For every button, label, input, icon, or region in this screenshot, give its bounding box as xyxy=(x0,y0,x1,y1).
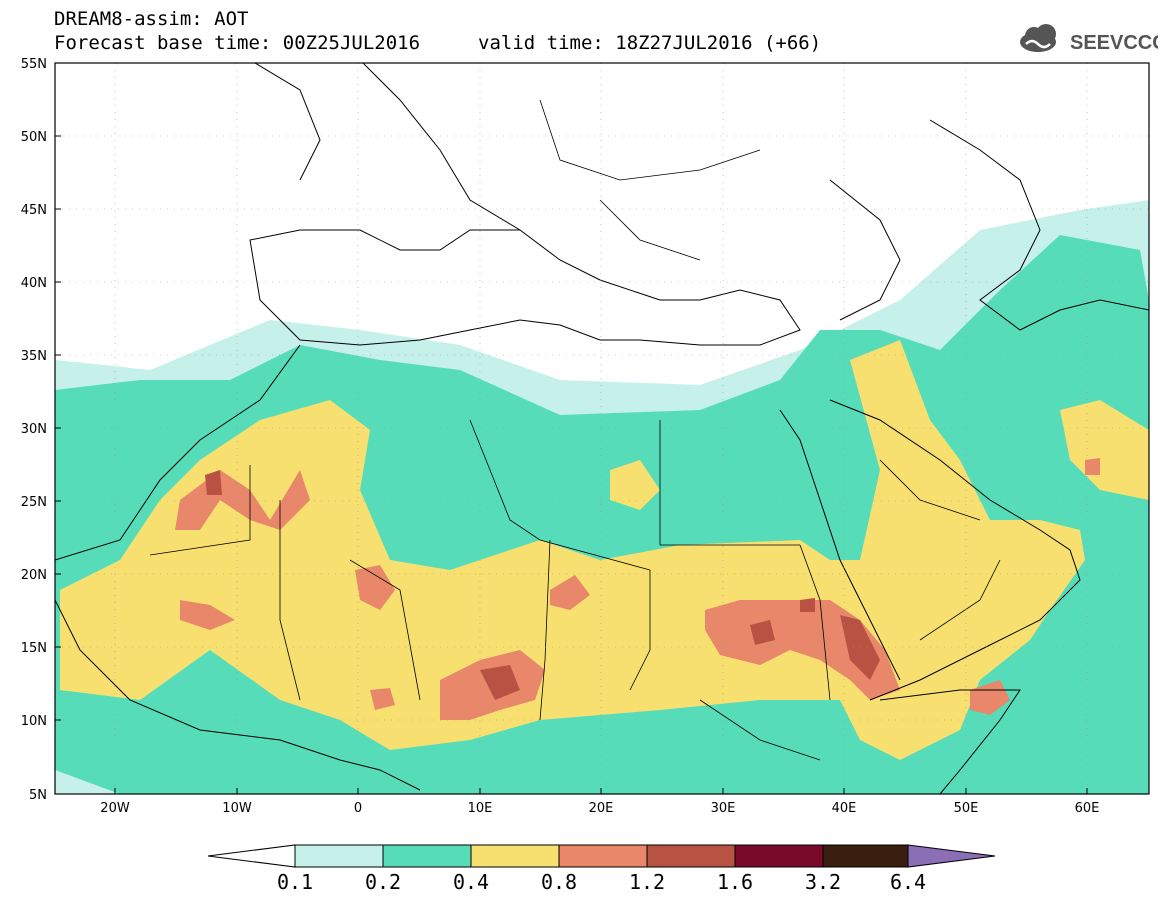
aot-fields xyxy=(55,63,1149,794)
aot-band-0.8 xyxy=(355,565,395,610)
colorbar-label: 0.8 xyxy=(540,870,578,894)
lat-tick-label: 40N xyxy=(21,276,47,291)
colorbar-label: 0.2 xyxy=(364,870,402,894)
colorbar-swatch xyxy=(558,844,648,868)
colorbar-label: 6.4 xyxy=(889,870,927,894)
aot-band-0.8 xyxy=(370,688,395,710)
seevccc-logo: SEEVCCC xyxy=(1018,20,1165,58)
lat-tick-label: 30N xyxy=(21,422,47,437)
colorbar-label: 1.2 xyxy=(628,870,666,894)
lat-tick-label: 10N xyxy=(21,714,47,729)
forecast-base-time: Forecast base time: 00Z25JUL2016 xyxy=(54,32,421,54)
aot-band-1.2 xyxy=(205,470,222,495)
aot-band-1.2 xyxy=(480,665,520,700)
lon-tick-label: 20E xyxy=(589,801,614,816)
lat-tick-label: 5N xyxy=(29,788,47,803)
colorbar-low-arrow xyxy=(207,844,296,868)
colorbar-swatch xyxy=(822,844,909,868)
lon-tick-label: 40E xyxy=(832,801,857,816)
logo-text: SEEVCCC xyxy=(1070,32,1158,54)
lat-tick-label: 50N xyxy=(21,130,47,145)
map-title: DREAM8-assim: AOT xyxy=(54,8,249,30)
colorbar-swatch xyxy=(294,844,384,868)
colorbar-label: 0.1 xyxy=(276,870,314,894)
lat-tick-label: 35N xyxy=(21,349,47,364)
lat-tick-label: 45N xyxy=(21,203,47,218)
colorbar-label: 0.4 xyxy=(452,870,490,894)
longitude-labels: 20W 10W 0 10E 20E 30E 40E 50E 60E xyxy=(100,801,1099,816)
latitude-labels: 55N 50N 45N 40N 35N 30N 25N 20N 15N 10N … xyxy=(21,57,47,803)
lon-tick-label: 10W xyxy=(222,801,252,816)
valid-time: valid time: 18Z27JUL2016 (+66) xyxy=(478,32,822,54)
graticule xyxy=(55,63,1149,794)
colorbar-high-arrow xyxy=(907,844,996,868)
coastlines xyxy=(55,63,1149,794)
cloud-icon xyxy=(1020,24,1056,52)
aot-band-0.8 xyxy=(550,575,590,610)
tick-marks xyxy=(55,62,1088,795)
aot-band-0.8 xyxy=(180,600,235,630)
aot-band-0.4 xyxy=(1060,400,1149,500)
colorbar xyxy=(207,844,996,868)
aot-band-0.4 xyxy=(610,460,660,510)
lat-tick-label: 15N xyxy=(21,641,47,656)
lon-tick-label: 50E xyxy=(954,801,979,816)
colorbar-label: 3.2 xyxy=(804,870,842,894)
aot-band-0.8 xyxy=(1085,458,1100,475)
country-borders xyxy=(149,99,1001,761)
aot-band-1.2 xyxy=(800,598,815,612)
aot-band-1.2 xyxy=(840,615,880,680)
lat-tick-label: 25N xyxy=(21,495,47,510)
lat-tick-label: 20N xyxy=(21,568,47,583)
aot-band-1.2 xyxy=(750,620,775,645)
lon-tick-label: 30E xyxy=(711,801,736,816)
colorbar-swatch xyxy=(470,844,560,868)
colorbar-swatch xyxy=(646,844,736,868)
lon-tick-label: 60E xyxy=(1075,801,1100,816)
colorbar-swatch xyxy=(734,844,824,868)
colorbar-label: 1.6 xyxy=(716,870,754,894)
aot-band-0.8 xyxy=(970,680,1010,715)
lon-tick-label: 20W xyxy=(100,801,130,816)
lon-tick-label: 10E xyxy=(468,801,493,816)
colorbar-swatch xyxy=(382,844,472,868)
lat-tick-label: 55N xyxy=(21,57,47,72)
lon-tick-label: 0 xyxy=(354,801,362,816)
